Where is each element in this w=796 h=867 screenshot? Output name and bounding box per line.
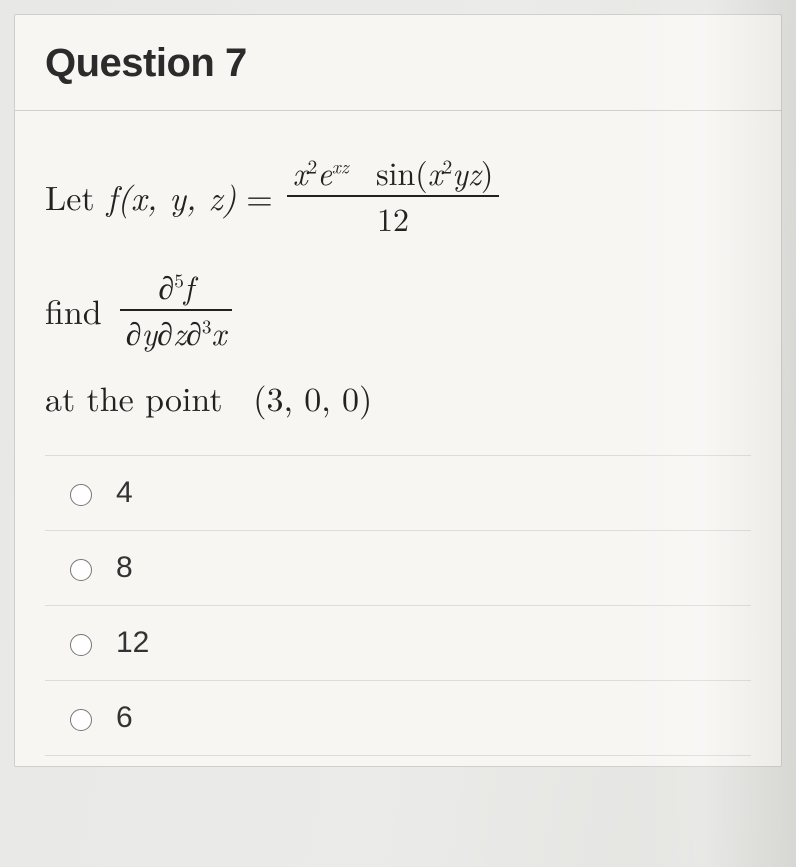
rhs-fraction: x2exz sin(x2yz) 12 — [287, 151, 500, 241]
function-name: f — [107, 172, 117, 220]
prompt-line-3: at the point (3, 0, 0) — [45, 373, 751, 421]
deriv-denominator: ∂y∂z∂3x — [120, 311, 233, 355]
question-header: Question 7 — [15, 15, 781, 111]
num-x-exp: 2 — [308, 151, 318, 179]
prompt-line-2: find ∂5f ∂y∂z∂3x — [45, 265, 751, 355]
question-title: Question 7 — [45, 41, 751, 86]
option-label: 4 — [116, 476, 133, 510]
dd-d3-exp: 3 — [202, 311, 212, 339]
dd-dz: ∂z — [157, 310, 186, 355]
rhs-numerator: x2exz sin(x2yz) — [287, 151, 500, 195]
at-point-text: at the point — [45, 373, 223, 421]
num-sin: sin — [376, 150, 415, 195]
dn-exp: 5 — [174, 265, 184, 293]
dn-f: f — [184, 264, 194, 309]
function-args: (x, y, z) — [117, 172, 236, 220]
options-list: 4 8 12 6 — [45, 455, 751, 756]
num-sin-rest: yz — [452, 150, 481, 195]
option-row[interactable]: 6 — [45, 681, 751, 756]
prompt-line-1: Let f (x, y, z) = x2exz sin(x2yz) 12 — [45, 151, 751, 241]
derivative-fraction: ∂5f ∂y∂z∂3x — [120, 265, 233, 355]
rhs-denominator: 12 — [371, 197, 415, 241]
dd-dy: ∂y — [126, 310, 157, 355]
dd-x: x — [211, 310, 226, 355]
let-word: Let — [45, 172, 95, 220]
option-radio[interactable] — [70, 559, 92, 581]
num-e: e — [317, 150, 332, 195]
point-coords: (3, 0, 0) — [253, 373, 372, 421]
num-sin-x-exp: 2 — [443, 151, 453, 179]
option-row[interactable]: 12 — [45, 606, 751, 681]
deriv-numerator: ∂5f — [152, 265, 199, 309]
option-label: 8 — [116, 551, 133, 585]
option-radio[interactable] — [70, 484, 92, 506]
question-card: Question 7 Let f (x, y, z) = x2exz sin(x… — [14, 14, 782, 767]
page: Question 7 Let f (x, y, z) = x2exz sin(x… — [0, 0, 796, 867]
num-e-exp: xz — [332, 151, 349, 179]
dd-d3: ∂ — [186, 310, 202, 355]
num-x: x — [293, 150, 308, 195]
num-sin-x: x — [428, 150, 443, 195]
option-radio[interactable] — [70, 634, 92, 656]
question-body: Let f (x, y, z) = x2exz sin(x2yz) 12 f — [15, 111, 781, 766]
option-row[interactable]: 4 — [45, 456, 751, 531]
option-label: 6 — [116, 701, 133, 735]
find-word: find — [45, 286, 102, 334]
dn-partial: ∂ — [158, 264, 174, 309]
equals-sign: = — [246, 172, 272, 220]
option-radio[interactable] — [70, 709, 92, 731]
option-row[interactable]: 8 — [45, 531, 751, 606]
option-label: 12 — [116, 626, 149, 660]
